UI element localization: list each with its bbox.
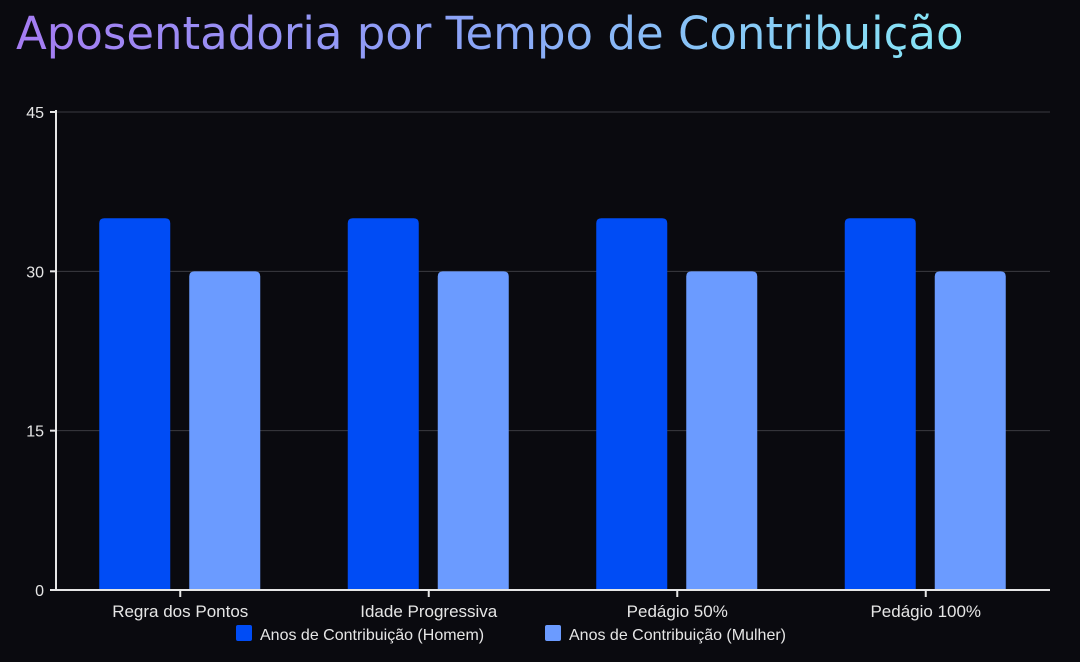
bar-mulher	[686, 271, 758, 590]
bar-mulher	[934, 271, 1006, 590]
legend-swatch	[236, 625, 252, 641]
legend-swatch	[545, 625, 561, 641]
bar-homem	[99, 218, 171, 590]
x-tick-label: Pedágio 50%	[627, 602, 728, 621]
legend-label: Anos de Contribuição (Mulher)	[569, 627, 786, 644]
bar-homem	[844, 218, 916, 590]
x-tick-label: Idade Progressiva	[360, 602, 498, 621]
y-tick-label: 45	[26, 105, 44, 122]
bar-homem	[596, 218, 668, 590]
legend-label: Anos de Contribuição (Homem)	[260, 627, 484, 644]
chart-title: Aposentadoria por Tempo de Contribuição	[16, 4, 964, 64]
x-tick-label: Pedágio 100%	[870, 602, 981, 621]
y-tick-label: 0	[35, 583, 44, 600]
y-tick-label: 15	[26, 424, 44, 441]
y-tick-label: 30	[26, 264, 44, 281]
x-tick-label: Regra dos Pontos	[112, 602, 248, 621]
bar-mulher	[189, 271, 261, 590]
bar-homem	[347, 218, 419, 590]
bar-mulher	[437, 271, 509, 590]
